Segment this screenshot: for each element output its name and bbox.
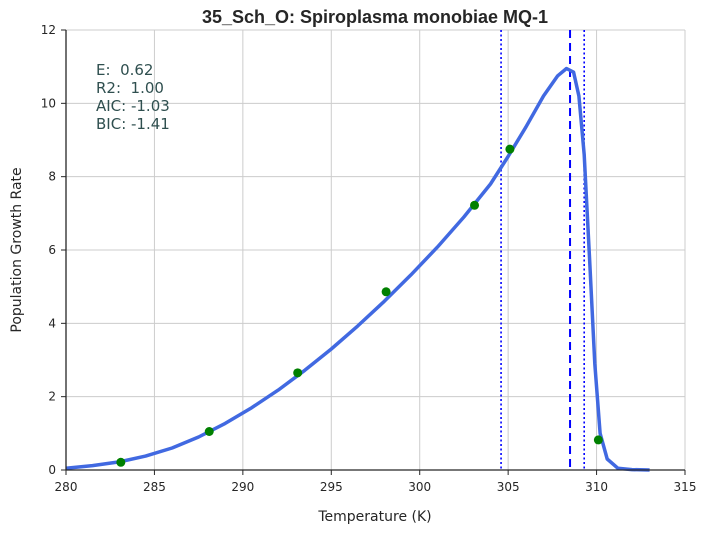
x-tick-label: 315: [674, 480, 697, 494]
x-tick-label: 295: [320, 480, 343, 494]
x-axis-label: Temperature (K): [317, 509, 431, 525]
data-point: [293, 368, 303, 378]
data-point: [470, 200, 480, 210]
y-axis-label: Population Growth Rate: [9, 167, 25, 332]
data-point: [593, 435, 603, 445]
x-tick-label: 300: [408, 480, 431, 494]
data-point: [381, 287, 391, 297]
y-tick-label: 2: [48, 390, 56, 404]
y-tick-label: 10: [41, 96, 56, 110]
grid: [65, 29, 686, 471]
data-point: [116, 457, 126, 467]
data-point: [204, 427, 214, 436]
vertical-lines: [500, 30, 585, 470]
y-tick-label: 0: [48, 463, 56, 477]
y-tick-label: 12: [41, 23, 56, 37]
y-tick-label: 8: [48, 170, 56, 184]
y-tick-label: 4: [48, 316, 56, 330]
axes: [61, 29, 686, 475]
fit-stat-line: AIC: -1.03: [96, 97, 170, 115]
y-tick-label: 6: [48, 243, 56, 257]
data-point: [505, 144, 515, 154]
chart-title: 35_Sch_O: Spiroplasma monobiae MQ-1: [202, 7, 548, 27]
x-tick-label: 310: [585, 480, 608, 494]
x-tick-label: 290: [231, 480, 254, 494]
y-tick-labels: 0 2 4 6 8 10 12: [41, 23, 56, 477]
x-tick-label: 305: [497, 480, 520, 494]
fit-stat-line: E: 0.62: [96, 61, 153, 79]
fit-stat-line: BIC: -1.41: [96, 115, 170, 133]
x-tick-label: 280: [55, 480, 78, 494]
fit-stat-line: R2: 1.00: [96, 79, 164, 97]
x-tick-labels: 280 285 290 295 300 305 310 315: [55, 480, 697, 494]
fitted-curve: [65, 66, 650, 472]
fitted-curve-layer: [65, 66, 650, 472]
data-points-layer: [116, 144, 603, 467]
x-tick-label: 285: [143, 480, 166, 494]
